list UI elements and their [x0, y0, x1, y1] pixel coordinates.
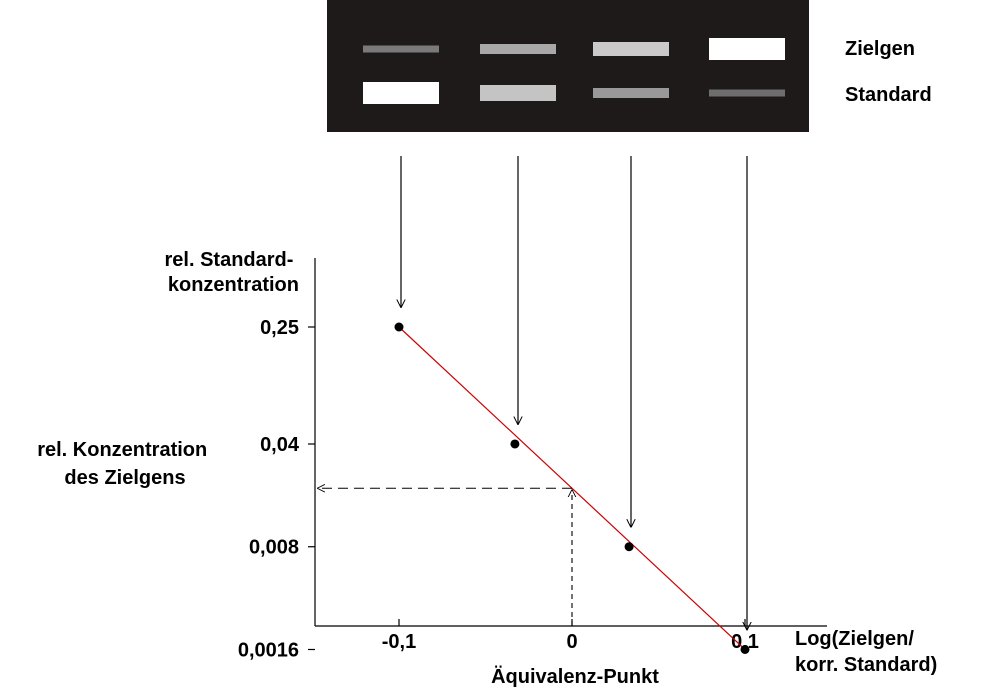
gel-band-target-1	[363, 45, 439, 53]
x-axis-title: Log(Zielgen/ korr. Standard)	[795, 628, 937, 676]
y-ticks: 0,25 0,04 0,008 0,0016	[238, 317, 315, 661]
lane-arrows	[401, 156, 747, 629]
equivalence-x-label: Äquivalenz-Punkt	[491, 665, 659, 688]
y-tick-label: 0,04	[260, 434, 300, 456]
data-point-1	[394, 322, 404, 332]
gel-band-standard-4	[709, 89, 785, 97]
x-tick-label: -0,1	[382, 631, 416, 653]
gel-band-standard-1	[363, 82, 439, 104]
gel-background	[327, 0, 809, 132]
gel-image	[327, 0, 809, 132]
gel-bands	[363, 38, 785, 104]
gel-band-target-4	[709, 38, 785, 60]
data-point-3	[624, 542, 634, 552]
gel-label-target: Zielgen	[845, 38, 915, 60]
y-axis-title: rel. Standard- konzentration	[165, 249, 299, 296]
y-tick-label: 0,008	[249, 537, 299, 559]
data-point-4	[740, 644, 750, 654]
equivalence-y-label: rel. Konzentration des Zielgens	[37, 439, 213, 489]
gel-label-standard: Standard	[845, 84, 932, 106]
gel-band-target-3	[593, 42, 669, 56]
x-ticks: -0,1 0 0,1	[382, 619, 759, 653]
y-tick-label: 0,0016	[238, 639, 299, 661]
gel-band-standard-3	[593, 88, 669, 98]
data-point-2	[510, 439, 520, 449]
equivalence-construction	[318, 488, 572, 626]
x-tick-label: 0	[566, 631, 577, 653]
gel-band-standard-2	[480, 85, 556, 101]
gel-band-target-2	[480, 44, 556, 54]
data-points	[394, 322, 750, 654]
x-tick-label: 0,1	[731, 631, 759, 653]
y-tick-label: 0,25	[260, 317, 299, 339]
